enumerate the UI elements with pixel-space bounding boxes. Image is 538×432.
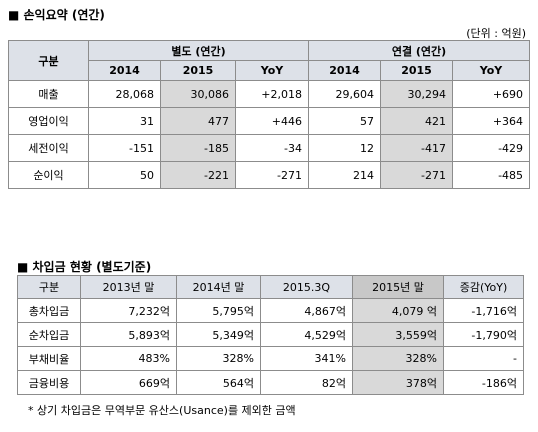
data-row: 매출 28,068 30,086 +2,018 29,604 30,294 +690 [8,80,531,108]
footnote: * 상기 차입금은 무역부문 유산스(Usance)를 제외한 금액 [28,404,296,417]
row-label: 금융비용 [17,370,81,395]
data-row: 금융비용 669억 564억 82억 378억 -186억 [17,370,524,395]
column-header: 구분 [17,275,81,299]
cell: 214 [308,161,382,189]
cell: 421 [380,107,454,135]
data-row: 총차입금 7,232억 5,795억 4,867억 4,079 억 -1,716억 [17,298,524,323]
cell: -429 [452,134,531,162]
cell: 12 [308,134,382,162]
column-header: YoY [452,60,531,81]
header-row: 구분 2013년 말 2014년 말 2015.3Q 2015년 말 증감(YoY) [17,275,524,299]
row-label: 세전이익 [8,134,89,162]
cell: 669억 [80,370,177,395]
cell: 30,294 [380,80,454,108]
row-label: 매출 [8,80,89,108]
cell: 4,079 억 [352,298,444,323]
cell: 7,232억 [80,298,177,323]
cell: 477 [160,107,236,135]
cell: 378억 [352,370,444,395]
cell: 4,529억 [260,322,353,347]
row-label: 순이익 [8,161,89,189]
cell: +446 [234,107,310,135]
cell: 82억 [260,370,353,395]
cell: -186억 [443,370,524,395]
cell: 57 [308,107,382,135]
cell: -34 [234,134,310,162]
cell: -485 [452,161,531,189]
column-header: 2013년 말 [80,275,177,299]
column-header: 2015 [160,60,236,81]
cell: -221 [160,161,236,189]
data-row: 순이익 50 -221 -271 214 -271 -485 [8,161,531,189]
row-label: 순차입금 [17,322,81,347]
cell: +2,018 [234,80,310,108]
cell: 29,604 [308,80,382,108]
column-header: 2014 [308,60,382,81]
cell: -271 [234,161,310,189]
cell: -151 [88,134,161,162]
column-header: 2014 [88,60,161,81]
cell: 31 [88,107,161,135]
cell: -1,790억 [443,322,524,347]
group-header: 별도 (연간) [87,40,310,61]
cell: 5,893억 [80,322,177,347]
data-row: 세전이익 -151 -185 -34 12 -417 -429 [8,134,531,162]
subheader-row: 2014 2015 YoY 2014 2015 YoY [9,60,531,81]
cell: 341% [260,346,353,371]
column-header: 2014년 말 [176,275,261,299]
cell: 328% [176,346,261,371]
cell: -1,716억 [443,298,524,323]
cell: 30,086 [160,80,236,108]
row-label: 부채비율 [17,346,81,371]
cell: 50 [88,161,161,189]
data-row: 영업이익 31 477 +446 57 421 +364 [8,107,531,135]
section-title: ■ 손익요약 (연간) [8,8,105,22]
cell: 328% [352,346,444,371]
unit-label: (단위 : 억원) [466,27,526,40]
debt-table: 구분 2013년 말 2014년 말 2015.3Q 2015년 말 증감(YoY) 총차입… [17,275,524,395]
cell: +364 [452,107,531,135]
group-header: 연결 (연간) [308,40,531,61]
income-table: 구분 별도 (연간) 연결 (연간) 2014 2015 YoY 2014 2015 YoY 매출… [8,40,531,189]
corner-cell: 구분 [8,40,89,81]
cell: +690 [452,80,531,108]
column-header: 2015년 말 [352,275,444,299]
cell: 28,068 [88,80,161,108]
header-row: 구분 별도 (연간) 연결 (연간) [8,40,531,81]
column-header: YoY [234,60,310,81]
cell: 4,867억 [260,298,353,323]
cell: 564억 [176,370,261,395]
column-header: 2015 [380,60,454,81]
row-label: 총차입금 [17,298,81,323]
cell: -185 [160,134,236,162]
cell: 5,795억 [176,298,261,323]
section-title: ■ 차입금 현황 (별도기준) [17,260,152,274]
cell: - [443,346,524,371]
cell: 3,559억 [352,322,444,347]
cell: 483% [80,346,177,371]
column-header: 증감(YoY) [443,275,524,299]
row-label: 영업이익 [8,107,89,135]
cell: -417 [380,134,454,162]
column-header: 2015.3Q [260,275,353,299]
cell: 5,349억 [176,322,261,347]
data-row: 순차입금 5,893억 5,349억 4,529억 3,559억 -1,790억 [17,322,524,347]
cell: -271 [380,161,454,189]
data-row: 부채비율 483% 328% 341% 328% - [17,346,524,371]
